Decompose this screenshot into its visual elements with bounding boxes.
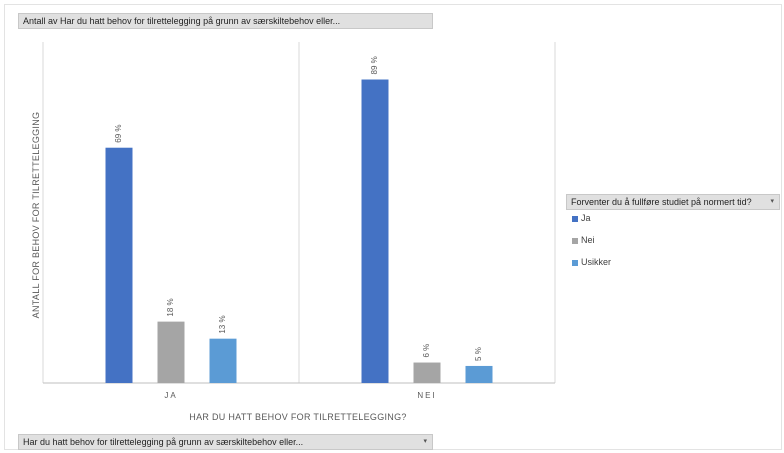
legend: Ja Nei Usikker xyxy=(572,213,611,279)
pivot-value-field-label: Antall av Har du hatt behov for tilrette… xyxy=(23,16,341,26)
category-tick-label: NEI xyxy=(417,391,436,400)
data-label: 69 % xyxy=(114,124,123,142)
pivot-value-field-button[interactable]: Antall av Har du hatt behov for tilrette… xyxy=(18,13,433,29)
legend-label: Usikker xyxy=(581,257,612,267)
bar-ja-usikker[interactable] xyxy=(209,338,237,383)
legend-item-ja: Ja xyxy=(572,213,611,235)
data-label: 18 % xyxy=(166,298,175,316)
chevron-down-icon[interactable]: ▾ xyxy=(423,438,427,445)
pivot-axis-field-label: Har du hatt behov for tilrettelegging på… xyxy=(23,437,304,447)
bar-ja-nei[interactable] xyxy=(157,321,185,383)
bar-nei-nei[interactable] xyxy=(413,362,441,383)
legend-swatch xyxy=(572,238,578,244)
legend-swatch xyxy=(572,216,578,222)
x-axis-title: HAR DU HATT BEHOV FOR TILRETTELEGGING? xyxy=(189,412,407,422)
category-tick-label: JA xyxy=(164,391,177,400)
legend-item-usikker: Usikker xyxy=(572,257,611,279)
bar-nei-ja[interactable] xyxy=(361,79,389,383)
pivot-legend-field-button[interactable]: Forventer du å fullføre studiet på norme… xyxy=(566,194,780,210)
data-label: 6 % xyxy=(422,344,431,358)
y-axis-title: ANTALL FOR BEHOV FOR TILRETTELEGGING xyxy=(31,111,41,319)
legend-label: Nei xyxy=(581,235,595,245)
bar-nei-usikker[interactable] xyxy=(465,365,493,383)
chevron-down-icon[interactable]: ▾ xyxy=(770,198,774,205)
data-label: 13 % xyxy=(218,315,227,333)
pivot-legend-field-label: Forventer du å fullføre studiet på norme… xyxy=(571,197,752,207)
legend-label: Ja xyxy=(581,213,591,223)
bar-ja-ja[interactable] xyxy=(105,147,133,383)
legend-item-nei: Nei xyxy=(572,235,611,257)
data-label: 89 % xyxy=(370,56,379,74)
legend-swatch xyxy=(572,260,578,266)
data-label: 5 % xyxy=(474,347,483,361)
pivot-axis-field-button[interactable]: Har du hatt behov for tilrettelegging på… xyxy=(18,434,433,450)
